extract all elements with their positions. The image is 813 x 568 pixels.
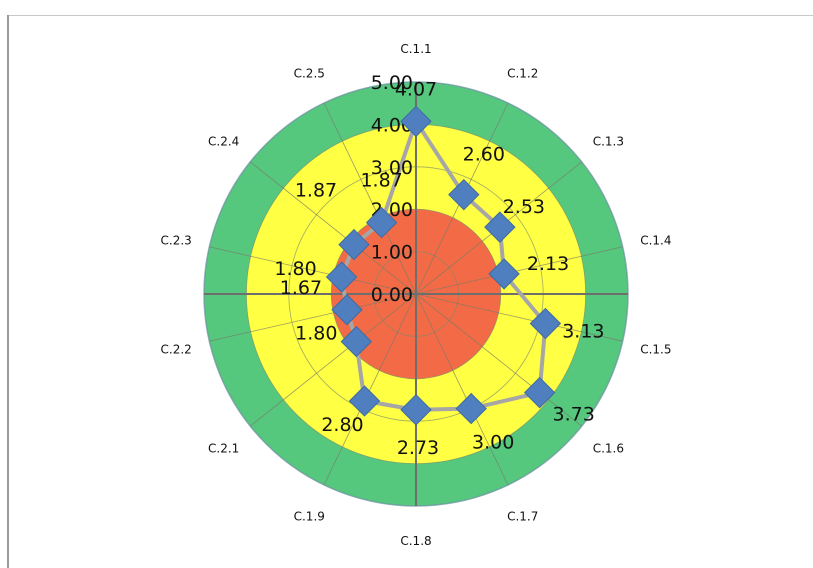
data-point-marker: [484, 211, 516, 243]
frame-top-border: [7, 15, 813, 16]
spoke: [415, 293, 623, 342]
data-value-label: 2.13: [527, 253, 569, 275]
data-value-label: 4.07: [395, 78, 437, 100]
data-point-marker: [400, 394, 432, 426]
data-point-marker: [448, 178, 480, 211]
category-label: C.2.1: [208, 441, 239, 455]
category-label: C.2.4: [208, 135, 239, 149]
data-value-label: 1.80: [274, 258, 316, 280]
data-point-marker: [488, 258, 520, 290]
data-point-marker: [529, 307, 562, 340]
spoke: [323, 102, 417, 295]
data-value-label: 3.13: [562, 321, 604, 343]
data-point-marker: [340, 325, 373, 358]
category-label: C.1.6: [593, 441, 624, 455]
data-value-label: 1.80: [295, 323, 337, 345]
data-value-label: 2.53: [503, 196, 545, 218]
data-value-label: 1.87: [295, 180, 337, 202]
category-label: C.1.5: [640, 343, 671, 357]
axis-tick-label: 0.00: [371, 284, 413, 306]
axis-tick-label: 1.00: [371, 242, 413, 264]
data-point-marker: [523, 376, 556, 409]
data-point-marker: [325, 261, 358, 293]
category-label: C.1.4: [640, 233, 671, 247]
spoke: [323, 293, 417, 486]
category-label: C.1.8: [400, 534, 431, 548]
data-value-label: 1.67: [280, 277, 322, 299]
category-label: C.1.3: [593, 135, 624, 149]
data-value-label: 3.00: [472, 432, 514, 454]
data-point-marker: [365, 206, 398, 239]
data-value-label: 2.60: [463, 144, 505, 166]
data-value-label: 2.73: [397, 437, 439, 459]
spoke: [250, 293, 417, 427]
spoke: [250, 161, 417, 295]
spoke: [209, 246, 417, 295]
spoke: [415, 246, 623, 295]
category-label: C.2.5: [294, 66, 325, 80]
category-label: C.1.2: [507, 66, 538, 80]
data-point-marker: [455, 392, 487, 425]
spoke: [209, 293, 417, 342]
data-value-label: 1.87: [360, 170, 402, 192]
data-point-marker: [400, 105, 432, 138]
category-label: C.1.7: [507, 510, 538, 524]
category-label: C.2.2: [161, 343, 192, 357]
data-value-label: 2.80: [321, 414, 363, 436]
data-point-marker: [331, 294, 363, 326]
spoke: [415, 293, 509, 486]
axis-tick-label: 5.00: [371, 72, 413, 94]
axis-tick-label: 3.00: [371, 157, 413, 179]
category-label: C.1.9: [294, 510, 325, 524]
data-point-marker: [348, 385, 381, 417]
data-value-label: 3.73: [552, 404, 594, 426]
spoke: [415, 293, 582, 427]
category-label: C.2.3: [161, 233, 192, 247]
frame-left-border: [7, 15, 9, 568]
category-label: C.1.1: [400, 42, 431, 56]
data-point-marker: [338, 228, 370, 261]
